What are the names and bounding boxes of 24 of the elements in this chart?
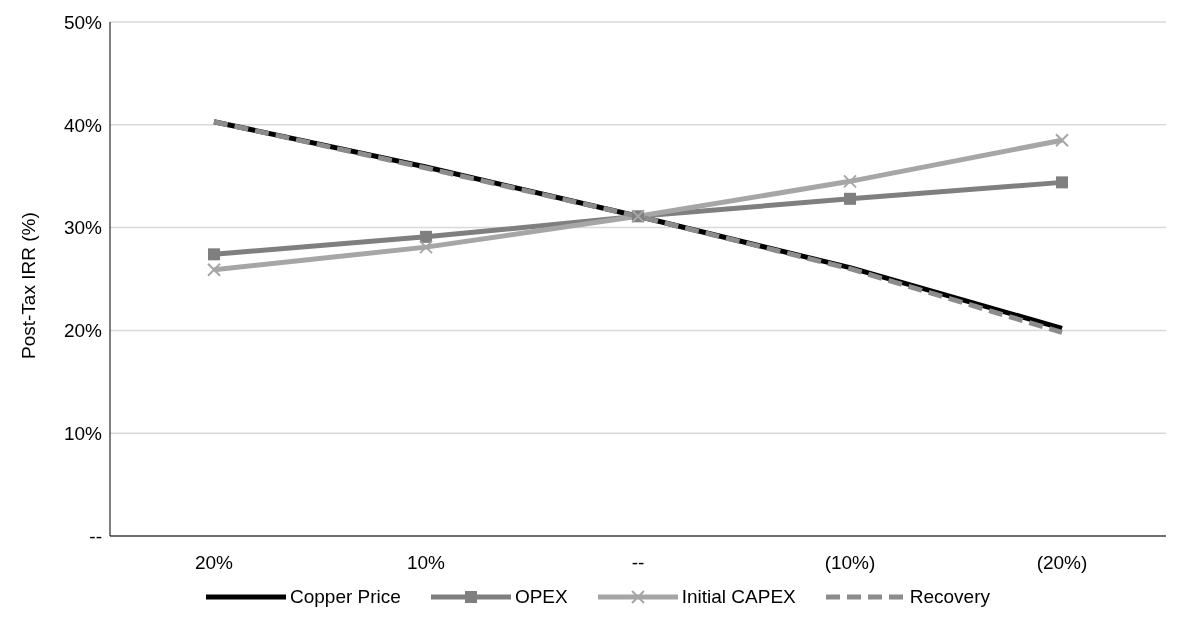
y-tick-label: 30% [63,217,103,239]
x-tick-label: (20%) [1036,552,1088,574]
y-axis-title: Post-Tax IRR (%) [17,212,39,359]
legend-label: Initial CAPEX [681,586,796,608]
x-tick-label: (10%) [824,552,876,574]
point [207,262,221,277]
x-tick-label: 10% [406,552,446,574]
legend-label: Copper Price [290,586,401,608]
y-tick-label: 20% [63,320,103,342]
y-tick-label: 10% [63,422,103,444]
legend-label: Recovery [909,586,990,608]
point [843,174,857,189]
point [419,240,433,255]
y-tick-label: -- [89,525,102,547]
point [844,192,856,205]
x-tick-label: 20% [194,552,234,574]
y-tick-label: 50% [63,11,103,33]
point [1055,133,1069,148]
point [1056,176,1068,189]
x-tick-label: -- [631,552,645,574]
legend-label: OPEX [514,586,568,608]
point [420,230,432,243]
y-tick-label: 40% [63,114,103,136]
point [208,248,220,261]
